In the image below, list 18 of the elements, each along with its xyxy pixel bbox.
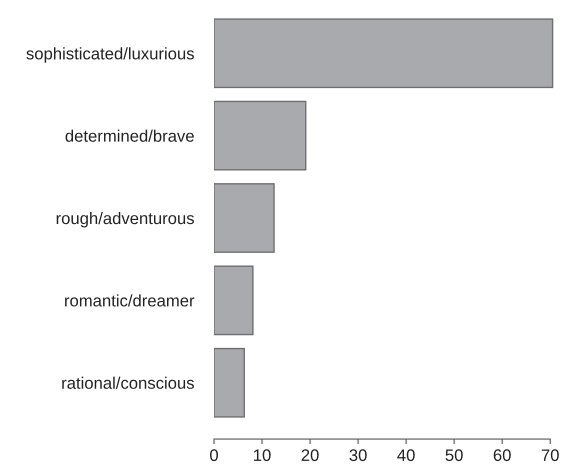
bar <box>214 265 254 336</box>
y-tick-label: rational/conscious <box>62 376 194 389</box>
x-tick-label: 30 <box>349 449 367 462</box>
bar <box>214 100 306 171</box>
x-tick-label: 20 <box>302 449 319 462</box>
y-tick-label: determined/brave <box>66 130 194 142</box>
y-tick-label: romantic/dreamer <box>65 294 194 307</box>
bar <box>214 183 275 253</box>
x-tick-label: 0 <box>210 449 218 462</box>
x-tick-label: 10 <box>254 449 271 462</box>
bar <box>214 18 554 88</box>
bar <box>214 348 245 418</box>
y-tick-label: sophisticated/luxurious <box>26 47 194 63</box>
x-tick-label: 50 <box>446 449 463 462</box>
x-tick-label: 70 <box>542 449 559 462</box>
x-tick-label: 60 <box>494 449 511 462</box>
x-tick-label: 40 <box>397 449 415 462</box>
y-tick-label: rough/adventurous <box>56 212 194 228</box>
